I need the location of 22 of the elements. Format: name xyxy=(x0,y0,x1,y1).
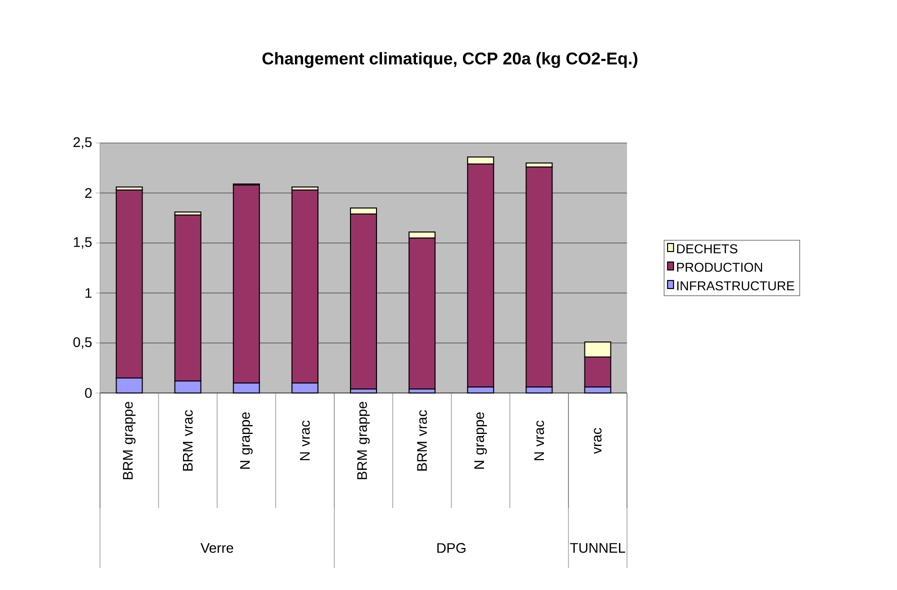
x-tick-label: vrac xyxy=(594,428,602,454)
x-tick-label: BRM vrac xyxy=(417,410,427,471)
x-tick-label: BRM grappe xyxy=(357,402,370,480)
y-tick-label: 0,5 xyxy=(73,337,92,349)
x-tick-label: N grappe xyxy=(240,412,253,469)
x-tick-label: N vrac xyxy=(534,420,544,460)
x-tick-label: N grappe xyxy=(474,412,487,469)
text: TUNNEL xyxy=(570,543,626,553)
text: Verre xyxy=(200,543,234,553)
y-tick-label: 1,5 xyxy=(74,237,92,249)
legend-label: INFRASTRUCTURE xyxy=(677,281,794,290)
y-tick-label: 2 xyxy=(85,188,92,198)
y-tick-label: 0 xyxy=(85,388,92,398)
y-tick-label: 2,5 xyxy=(74,137,92,149)
x-tick-label: BRM grappe xyxy=(123,402,136,480)
text: DPG xyxy=(437,543,466,553)
y-tick-label: 1 xyxy=(86,288,92,298)
legend-label: DECHETS xyxy=(677,244,738,254)
x-tick-label: N vrac xyxy=(300,420,310,460)
x-tick-label: BRM vrac xyxy=(182,410,193,471)
legend-label: PRODUCTION xyxy=(677,262,762,272)
chart-title: Changement climatique, CCP 20a (kg CO2-Eq.) xyxy=(262,52,638,68)
